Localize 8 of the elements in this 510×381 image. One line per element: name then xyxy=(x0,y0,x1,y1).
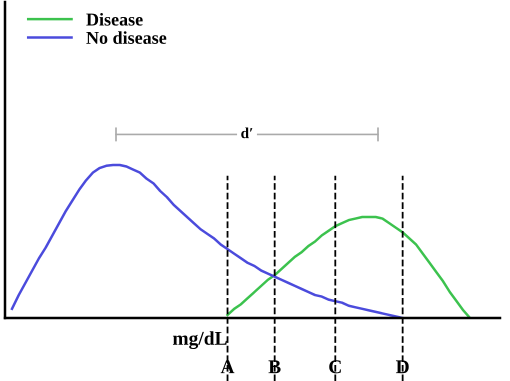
x-tick-label: B xyxy=(268,360,281,374)
x-tick-label: A xyxy=(220,360,234,374)
x-axis-title: mg/dL xyxy=(172,331,227,350)
x-tick-label: D xyxy=(396,360,409,374)
x-tick-label: C xyxy=(329,360,341,374)
legend-label: No disease xyxy=(86,31,166,44)
legend-label: Disease xyxy=(86,12,143,26)
text: d′ xyxy=(241,127,252,138)
